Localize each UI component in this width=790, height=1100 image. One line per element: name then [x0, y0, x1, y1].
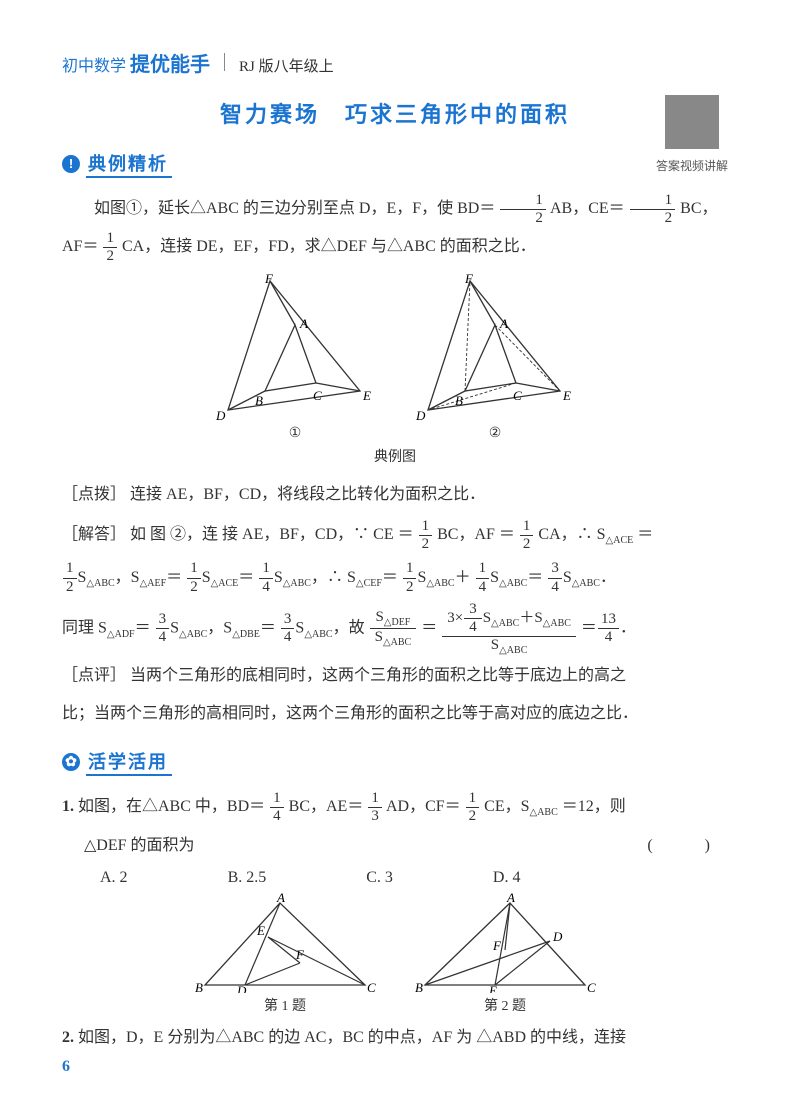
svg-text:E: E	[562, 388, 571, 403]
t: ，故	[333, 619, 365, 636]
t: 如图①，延长△ABC 的三边分别至点 D，E，F，使 BD＝	[94, 200, 495, 217]
svg-text:A: A	[499, 316, 508, 331]
svg-text:F: F	[295, 947, 305, 962]
t: BC，AE＝	[289, 798, 364, 815]
section-practice-title: 活学活用	[86, 747, 172, 776]
svg-text:D: D	[236, 983, 247, 993]
svg-text:C: C	[367, 980, 376, 993]
example-line1: 如图①，延长△ABC 的三边分别至点 D，E，F，使 BD＝ 12 AB，CE＝…	[62, 190, 728, 228]
q1-diagram-1: A B C D E F	[190, 893, 380, 993]
svg-text:A: A	[299, 316, 308, 331]
figure-caption: 典例图	[62, 446, 728, 466]
q1-diagram-2: A B C D E F	[410, 893, 600, 993]
q1-fig2: A B C D E F 第 2 题	[410, 893, 600, 1015]
series-prefix: 初中数学	[62, 58, 126, 75]
t: AD，CF＝	[386, 798, 461, 815]
q1-choices: A. 2 B. 2.5 C. 3 D. 4	[62, 869, 728, 887]
solve-line3: 同理 S△ADF＝ 34S△ABC，S△DBE＝ 34S△ABC，故 S△DEF…	[62, 601, 728, 657]
svg-text:D: D	[552, 929, 563, 944]
t: AB，CE＝	[550, 200, 625, 217]
review-line2: 比；当两个三角形的高相同时，这两个三角形的面积之比等于高对应的底边之比．	[62, 695, 728, 733]
q1-fig1-cap: 第 1 题	[264, 995, 306, 1015]
q1-figures: A B C D E F 第 1 题 A B C D E F 第 2 题	[62, 893, 728, 1015]
svg-text:D: D	[415, 408, 426, 423]
series-main: 提优能手	[130, 54, 210, 76]
section-example-head: ! 典例精析	[62, 149, 172, 178]
section-practice-head: 活学活用	[62, 747, 172, 776]
page-number: 6	[62, 1058, 70, 1076]
svg-text:C: C	[587, 980, 596, 993]
t: △DEF 的面积为	[84, 837, 195, 854]
fig-label-2: ②	[489, 425, 502, 442]
series-title: 初中数学 提优能手	[62, 48, 210, 77]
choice-c: C. 3	[366, 869, 393, 887]
figure-2: A B C D E F ②	[410, 273, 580, 442]
svg-text:F: F	[464, 273, 474, 286]
hint-text: 连接 AE，BF，CD，将线段之比转化为面积之比．	[130, 486, 485, 503]
svg-text:A: A	[506, 893, 515, 905]
q1-line2: △DEF 的面积为 ( )	[62, 827, 728, 865]
q2-text: 如图，D，E 分别为△ABC 的边 AC，BC 的中点，AF 为 △ABD 的中…	[78, 1019, 626, 1057]
solve-line2: 12S△ABC，S△AEF＝ 12S△ACE＝ 14S△ABC，∴ S△CEF＝…	[62, 556, 728, 601]
choice-b: B. 2.5	[228, 869, 267, 887]
triangle-diagram-1: A B C D E F	[210, 273, 380, 423]
example-line2: AF＝ 12 CA，连接 DE，EF，FD，求△DEF 与△ABC 的面积之比．	[62, 228, 728, 266]
t: CE，S	[484, 798, 529, 815]
choice-d: D. 4	[493, 869, 521, 887]
q1-num: 1.	[62, 788, 74, 826]
figure-1: A B C D E F ①	[210, 273, 380, 442]
t: ＝	[421, 619, 437, 636]
answer-paren: ( )	[647, 827, 728, 865]
t: AF＝	[62, 238, 98, 255]
t: 如图，在△ABC 中，BD＝	[78, 798, 265, 815]
svg-text:D: D	[215, 408, 226, 423]
solve-line1: ［解答］ 如 图 ②，连 接 AE，BF，CD，∵ CE ＝ 12 BC，AF …	[62, 514, 728, 556]
exclaim-icon: !	[62, 155, 80, 173]
svg-text:E: E	[256, 923, 265, 938]
review-label: ［点评］	[62, 667, 126, 684]
svg-text:A: A	[276, 893, 285, 905]
chapter-title: 智力赛场 巧求三角形中的面积	[62, 97, 728, 129]
svg-text:E: E	[362, 388, 371, 403]
t: 如 图 ②，连 接 AE，BF，CD，∵ CE ＝	[130, 526, 414, 543]
t: BC，AF ＝	[437, 526, 515, 543]
q1-fig1: A B C D E F 第 1 题	[190, 893, 380, 1015]
q1-fig2-cap: 第 2 题	[484, 995, 526, 1015]
example-figures: A B C D E F ① A B C D E F ②	[62, 273, 728, 442]
svg-text:C: C	[513, 388, 522, 403]
grade-label: RJ 版八年级上	[239, 55, 334, 76]
hint-line: ［点拨］ 连接 AE，BF，CD，将线段之比转化为面积之比．	[62, 476, 728, 514]
svg-text:B: B	[255, 393, 263, 408]
t: ＝	[637, 526, 653, 543]
svg-text:C: C	[313, 388, 322, 403]
hint-label: ［点拨］	[62, 486, 126, 503]
t: ＝12，则	[562, 798, 626, 815]
gear-icon	[62, 753, 80, 771]
q2-num: 2.	[62, 1019, 74, 1057]
q2-line1: 2. 如图，D，E 分别为△ABC 的边 AC，BC 的中点，AF 为 △ABD…	[62, 1019, 728, 1057]
svg-text:B: B	[455, 393, 463, 408]
divider	[224, 53, 225, 71]
t: CA，∴ S	[538, 526, 605, 543]
solve-label: ［解答］	[62, 526, 126, 543]
t: BC，	[680, 200, 717, 217]
svg-text:B: B	[415, 980, 423, 993]
t: CA，连接 DE，EF，FD，求△DEF 与△ABC 的面积之比．	[122, 238, 536, 255]
t: 当两个三角形的底相同时，这两个三角形的面积之比等于底边上的高之	[130, 667, 626, 684]
t: 同理 S	[62, 619, 107, 636]
choice-a: A. 2	[100, 869, 128, 887]
fig-label-1: ①	[289, 425, 302, 442]
svg-text:F: F	[264, 273, 274, 286]
qr-block: 答案视频讲解	[656, 95, 728, 174]
svg-text:E: E	[488, 983, 497, 993]
svg-text:F: F	[492, 938, 502, 953]
page-header: 初中数学 提优能手 RJ 版八年级上	[62, 48, 728, 77]
qr-icon	[665, 95, 719, 149]
q1-line1: 1. 如图，在△ABC 中，BD＝ 14 BC，AE＝ 13 AD，CF＝ 12…	[62, 788, 728, 826]
svg-text:B: B	[195, 980, 203, 993]
triangle-diagram-2: A B C D E F	[410, 273, 580, 423]
section-example-title: 典例精析	[86, 149, 172, 178]
qr-label: 答案视频讲解	[656, 157, 728, 174]
review-line: ［点评］ 当两个三角形的底相同时，这两个三角形的面积之比等于底边上的高之	[62, 657, 728, 695]
